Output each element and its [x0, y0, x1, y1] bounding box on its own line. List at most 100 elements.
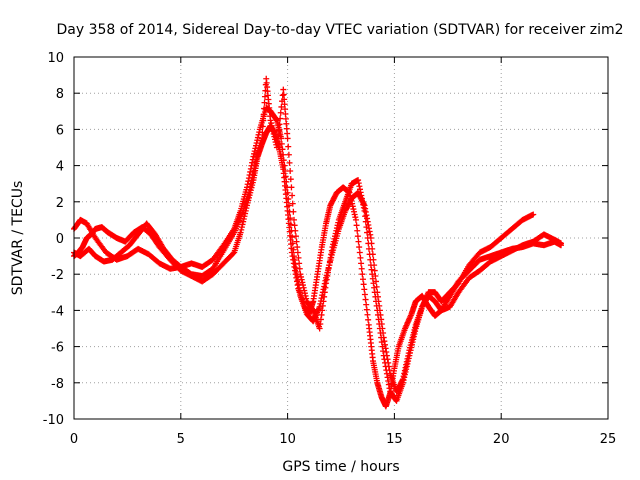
x-tick-label: 20	[493, 432, 510, 447]
data-point	[286, 159, 293, 166]
data-point	[277, 109, 284, 116]
data-point	[259, 129, 266, 136]
data-point	[279, 92, 286, 99]
data-point	[259, 123, 266, 130]
data-point	[282, 173, 289, 180]
y-tick-label: -6	[51, 341, 64, 356]
data-point	[294, 249, 301, 256]
data-point	[354, 227, 361, 234]
data-point	[289, 240, 296, 247]
x-axis-label: GPS time / hours	[282, 459, 399, 475]
data-point	[230, 250, 237, 257]
data-point	[358, 260, 365, 267]
data-point	[274, 138, 281, 145]
data-point	[288, 184, 295, 191]
data-point	[354, 233, 361, 240]
data-point	[287, 168, 294, 175]
data-point	[353, 222, 360, 229]
data-point	[371, 267, 378, 274]
data-point	[292, 227, 299, 234]
data-point	[276, 121, 283, 128]
y-tick-label: 8	[56, 87, 64, 102]
data-point	[285, 151, 292, 158]
x-tick-label: 25	[600, 432, 617, 447]
data-point	[558, 240, 565, 247]
data-point	[279, 146, 286, 153]
data-point	[260, 111, 267, 118]
data-point	[361, 291, 368, 298]
data-point	[285, 143, 292, 150]
data-point	[296, 265, 303, 272]
data-point	[277, 115, 284, 122]
data-series-trace-a	[71, 122, 565, 410]
x-tick-label: 0	[70, 432, 78, 447]
data-point	[289, 192, 296, 199]
y-tick-label: 10	[47, 51, 64, 66]
data-point	[291, 216, 298, 223]
data-point	[280, 157, 287, 164]
data-points-layer	[71, 75, 565, 410]
data-point	[275, 127, 282, 134]
data-point	[289, 200, 296, 207]
y-tick-label: 0	[56, 232, 64, 247]
y-tick-label: -2	[51, 268, 64, 283]
x-tick-label: 5	[177, 432, 185, 447]
data-point	[295, 254, 302, 261]
data-point	[284, 189, 291, 196]
data-point	[284, 135, 291, 142]
data-point	[362, 296, 369, 303]
y-tick-label: 4	[56, 160, 64, 175]
data-point	[361, 207, 368, 214]
y-tick-label: -4	[51, 304, 64, 319]
data-point	[296, 260, 303, 267]
data-point	[294, 244, 301, 251]
data-point	[290, 246, 297, 253]
data-point	[285, 202, 292, 209]
x-tick-label: 10	[279, 432, 296, 447]
data-point	[363, 301, 370, 308]
data-point	[352, 216, 359, 223]
chart-title: Day 358 of 2014, Sidereal Day-to-day VTE…	[57, 22, 624, 38]
x-tick-label: 15	[386, 432, 403, 447]
data-point	[355, 238, 362, 245]
data-point	[289, 234, 296, 241]
data-point	[287, 215, 294, 222]
data-point	[366, 251, 373, 258]
data-point	[360, 276, 367, 283]
data-point	[292, 233, 299, 240]
data-point	[260, 117, 267, 124]
data-point	[287, 176, 294, 183]
data-point	[273, 144, 280, 151]
data-point	[261, 99, 268, 106]
data-point	[362, 218, 369, 225]
data-point	[530, 211, 537, 218]
data-point	[367, 256, 374, 263]
data-point	[258, 135, 265, 142]
y-tick-label: 6	[56, 123, 64, 138]
data-series-trace-c	[71, 75, 537, 404]
tick-layer: 0 5 10 15 20 25 -10 -8 -6 -4 -2 0 2 4 6 8 10	[43, 51, 617, 447]
grid-layer	[74, 57, 608, 419]
data-point	[278, 140, 285, 147]
data-point	[364, 235, 371, 241]
data-point	[357, 254, 364, 261]
data-point	[278, 103, 285, 110]
data-point	[361, 286, 368, 293]
y-axis-label: SDTVAR / TECUs	[10, 181, 26, 296]
data-point	[365, 245, 372, 252]
data-point	[364, 229, 371, 236]
plot-frame	[73, 56, 609, 420]
data-point	[364, 311, 371, 318]
data-point	[290, 208, 297, 215]
y-tick-label: -8	[51, 377, 64, 392]
y-tick-label: -10	[43, 413, 64, 428]
data-point	[281, 162, 288, 169]
data-point	[275, 132, 282, 139]
data-point	[291, 222, 298, 229]
data-point	[287, 221, 294, 228]
data-point	[358, 265, 365, 272]
data-point	[359, 271, 366, 278]
data-point	[356, 249, 363, 256]
data-point	[362, 213, 369, 220]
